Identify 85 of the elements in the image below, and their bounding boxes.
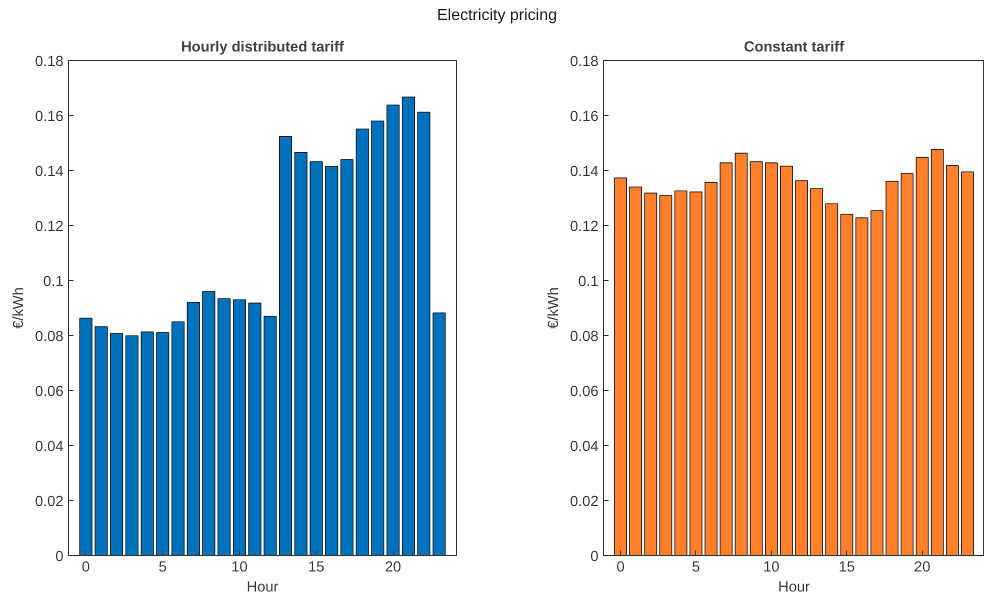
y-tick-label: 0.04: [34, 439, 64, 455]
y-tick-label: 0.1: [43, 274, 64, 290]
bar: [930, 148, 944, 556]
bar: [900, 173, 914, 556]
y-tick-label: 0.12: [34, 219, 64, 235]
bar: [371, 120, 384, 556]
bar: [916, 156, 929, 556]
x-tick-label: 10: [231, 560, 248, 576]
bar: [171, 321, 185, 556]
bar: [278, 136, 292, 556]
bar: [629, 186, 642, 556]
bar: [340, 159, 354, 556]
bar: [325, 166, 338, 556]
y-tick-label: 0.06: [34, 384, 64, 400]
chart-title: Constant tariff: [744, 40, 844, 56]
x-axis-title: Hour: [778, 580, 810, 596]
bar: [659, 195, 672, 556]
bar: [218, 298, 231, 556]
x-tick-label: 5: [158, 560, 167, 576]
y-axis-title: €/kWh: [10, 287, 27, 329]
x-tick-label: 15: [838, 560, 855, 576]
bar: [294, 152, 308, 556]
bar: [79, 318, 92, 556]
bar: [402, 96, 415, 556]
y-tick-label: 0.16: [570, 109, 599, 125]
bar: [202, 291, 216, 556]
y-tick-label: 0.12: [570, 219, 599, 235]
x-tick-label: 20: [914, 560, 930, 576]
y-tick-label: 0.04: [570, 439, 599, 455]
bar: [186, 302, 200, 556]
y-tick-label: 0.1: [578, 274, 598, 290]
y-tick-label: 0.08: [34, 329, 64, 345]
bar: [840, 214, 854, 556]
bar: [764, 162, 778, 556]
bar: [780, 166, 793, 556]
bar: [417, 112, 430, 556]
y-tick-label: 0.16: [34, 109, 64, 125]
y-tick-label: 0.08: [570, 329, 599, 345]
chart-title: Hourly distributed tariff: [181, 40, 344, 56]
y-tick-label: 0.14: [570, 164, 599, 180]
bar: [795, 180, 808, 556]
y-tick-label: 0.02: [570, 494, 599, 510]
bar: [310, 161, 323, 556]
bar: [870, 210, 884, 556]
bar: [140, 332, 154, 556]
bar: [734, 152, 748, 556]
y-tick-label: 0: [55, 549, 64, 565]
y-tick-label: 0.18: [34, 54, 64, 70]
bar: [110, 333, 124, 556]
bar: [264, 316, 277, 556]
bar: [825, 203, 838, 556]
bar: [248, 302, 262, 556]
bar: [855, 217, 868, 556]
x-tick-label: 5: [692, 560, 700, 576]
x-axis-title: Hour: [246, 580, 279, 596]
text: Electricity pricing: [436, 6, 558, 26]
y-axis-title: €/kWh: [546, 287, 562, 329]
y-tick-label: 0: [590, 549, 599, 565]
bar: [644, 192, 658, 556]
bar: [750, 161, 763, 556]
bar: [156, 332, 170, 556]
x-tick-label: 20: [384, 560, 402, 576]
y-tick-label: 0.02: [34, 494, 64, 510]
bar: [232, 299, 246, 556]
x-tick-label: 0: [82, 560, 90, 576]
bar: [614, 178, 627, 556]
bar: [125, 335, 138, 556]
bar: [690, 192, 702, 556]
bar: [94, 326, 108, 556]
y-tick-label: 0.06: [570, 384, 599, 400]
bar: [946, 165, 959, 556]
y-tick-label: 0.18: [570, 54, 599, 70]
x-tick-label: 0: [616, 560, 625, 576]
bar: [961, 171, 974, 556]
bar: [886, 180, 898, 556]
y-tick-label: 0.14: [34, 164, 64, 180]
bar: [356, 128, 369, 556]
bar: [704, 182, 718, 556]
bar: [386, 104, 400, 556]
bar: [720, 162, 733, 556]
bar: [810, 188, 824, 556]
x-tick-label: 10: [763, 560, 780, 576]
x-tick-label: 15: [308, 560, 324, 576]
bar: [674, 190, 688, 556]
bar: [432, 312, 446, 556]
